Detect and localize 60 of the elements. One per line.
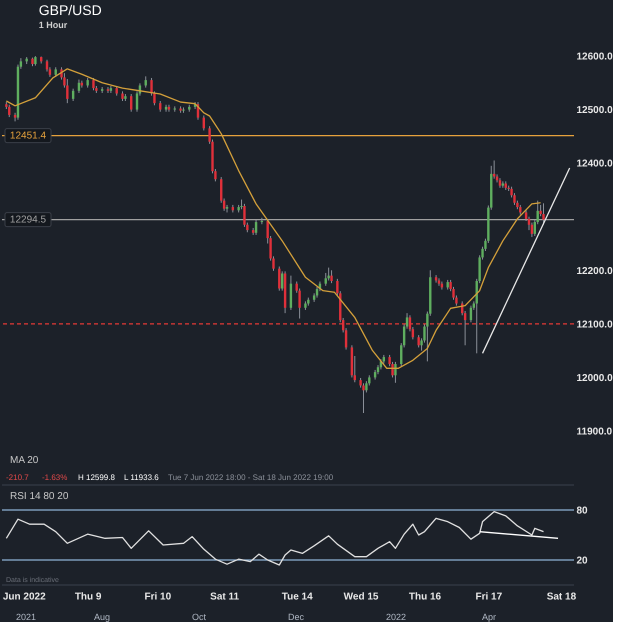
line-series [6, 68, 542, 369]
y-tick-label: 80 [576, 506, 588, 516]
ref-line-label: 12451.4 [10, 130, 47, 142]
candlestick [144, 76, 147, 88]
text: 2021 [16, 612, 36, 622]
text: Dec [288, 612, 305, 622]
x-tick-label: Jun 2022 [2, 592, 46, 602]
candlestick [446, 279, 449, 290]
candlestick [78, 79, 80, 94]
text: -210.7 [6, 473, 30, 482]
x-tick-label: Thu 16 [408, 592, 442, 602]
line-series [6, 511, 544, 566]
x-tick-label: Tue 14 [282, 592, 314, 602]
text: Oct [192, 612, 206, 622]
text: Tue 7 Jun 2022 18:00 - Sat 18 Jun 2022 19:00 [168, 473, 334, 482]
candlestick [130, 94, 132, 112]
y-tick-label: 20 [576, 556, 588, 566]
candlestick [34, 56, 37, 66]
ref-line-label: 12294.5 [10, 214, 47, 226]
candlestick [492, 160, 496, 180]
candlestick [280, 270, 284, 292]
y-tick-label: 12600.0 [576, 52, 614, 62]
chart-title: GBP/USD [38, 2, 102, 18]
text: H 12599.8 [78, 473, 116, 482]
x-tick-label: Fri 10 [144, 592, 172, 602]
text: Apr [482, 612, 496, 622]
candlestick [330, 270, 333, 284]
candlestick [417, 334, 420, 348]
candlestick [202, 114, 205, 131]
text: MA 20 [10, 455, 39, 466]
y-tick-label: 12000.0 [576, 372, 614, 384]
text: Aug [94, 612, 110, 622]
candlestick [254, 219, 258, 236]
candlestick [374, 369, 376, 380]
candlestick [278, 266, 280, 292]
y-tick-label: 11900.0 [576, 426, 613, 438]
candlestick [470, 305, 472, 323]
text: -1.63% [42, 473, 68, 482]
y-tick-label: 12200.0 [576, 266, 614, 277]
candlestick [394, 361, 397, 384]
text: L 11933.6 [124, 473, 160, 482]
annotation: RSI 14 80 20 [10, 491, 69, 502]
x-tick-label: Sat 11 [210, 592, 240, 602]
text: 2022 [386, 612, 406, 622]
y-tick-label: 12100.0 [576, 319, 614, 330]
x-tick-label: Sat 18 [546, 592, 577, 602]
candlestick [159, 100, 162, 112]
candlestick [72, 88, 74, 102]
x-tick-label: Fri 17 [476, 592, 503, 602]
candlestick [519, 204, 522, 216]
candlestick [380, 358, 382, 370]
candlestick [8, 104, 10, 118]
y-tick-label: 12400.0 [576, 158, 614, 170]
chart-subtitle: 1 Hour [38, 20, 68, 30]
candlestick [86, 77, 89, 88]
x-tick-label: Wed 15 [344, 592, 379, 602]
candlestick [115, 86, 118, 96]
y-tick-label: 12500.0 [576, 105, 614, 116]
candlestick [54, 66, 57, 78]
x-tick-label: Thu 9 [74, 592, 102, 602]
